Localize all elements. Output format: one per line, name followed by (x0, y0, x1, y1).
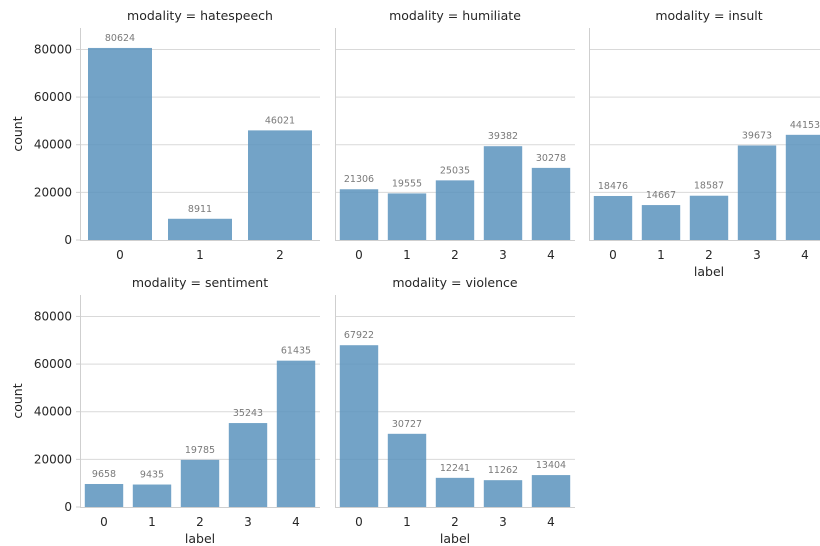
panel-2-bar (531, 167, 571, 240)
panel-5-bar-value-label: 67922 (344, 330, 374, 341)
panel-4-ytick-label: 40000 (34, 405, 72, 419)
panel-3-xtick-label: 0 (609, 248, 617, 262)
panel-3-bar (641, 205, 681, 240)
panel-4-title: modality = sentiment (132, 275, 268, 290)
panel-1-title: modality = hatespeech (127, 8, 273, 23)
panel-3-xtick-label: 2 (705, 248, 713, 262)
panel-5-title: modality = violence (392, 275, 518, 290)
panel-5-xtick-label: 2 (451, 515, 459, 529)
panel-4-bar (132, 484, 172, 507)
panel-4-bar (276, 360, 316, 507)
panel-4-xtick-label: 1 (148, 515, 156, 529)
panel-1-ylabel: count (10, 116, 25, 151)
panel-5-bar (531, 475, 571, 507)
panel-1-bar (168, 218, 232, 240)
panel-4-ytick-label: 20000 (34, 452, 72, 466)
panel-5-xtick-label: 1 (403, 515, 411, 529)
panel-3-xtick-label: 4 (801, 248, 809, 262)
panel-2-bar-value-label: 21306 (344, 174, 374, 185)
panel-2-xtick-label: 4 (547, 248, 555, 262)
panel-3-bar (785, 134, 820, 240)
panel-5-bar (435, 477, 475, 507)
panel-2-bar (339, 189, 379, 240)
panel-2-bar-value-label: 19555 (392, 178, 422, 189)
panel-2-title: modality = humiliate (389, 8, 521, 23)
panel-5-bar-value-label: 30727 (392, 419, 422, 430)
panel-2-xtick-label: 0 (355, 248, 363, 262)
panel-3-bar-value-label: 44153 (790, 120, 820, 131)
panel-5-bar (387, 433, 427, 507)
panel-5-bar-value-label: 12241 (440, 463, 470, 474)
panel-3-bar-value-label: 14667 (646, 190, 676, 201)
panel-4-xtick-label: 4 (292, 515, 300, 529)
panel-1-bar-value-label: 8911 (188, 204, 212, 215)
panel-3-bar (593, 195, 633, 240)
panel-1-ytick-label: 60000 (34, 90, 72, 104)
panel-5-xlabel: label (440, 531, 470, 546)
panel-4-bar-value-label: 9658 (92, 469, 116, 480)
panel-2-bar-value-label: 30278 (536, 153, 566, 164)
panel-1-ytick-label: 20000 (34, 185, 72, 199)
panel-4-ytick-label: 60000 (34, 357, 72, 371)
panel-2-xtick-label: 2 (451, 248, 459, 262)
panel-1-bar (248, 130, 312, 240)
panel-4-ylabel: count (10, 383, 25, 418)
panel-4-ytick-label: 80000 (34, 309, 72, 323)
panel-2-bar (435, 180, 475, 240)
panel-4-bar-value-label: 61435 (281, 346, 311, 357)
panel-4-xtick-label: 0 (100, 515, 108, 529)
panel-1-bar (88, 47, 152, 241)
panel-1-bar-value-label: 80624 (105, 33, 135, 44)
panel-3-xtick-label: 3 (753, 248, 761, 262)
panel-2-bar (483, 146, 523, 240)
panel-1-ytick-label: 0 (64, 233, 72, 247)
panel-4-ytick-label: 0 (64, 500, 72, 514)
panel-5-bar (483, 480, 523, 507)
panel-5-xtick-label: 0 (355, 515, 363, 529)
panel-4-bar (228, 423, 268, 507)
panel-2-bar-value-label: 39382 (488, 131, 518, 142)
panel-3-xlabel: label (694, 264, 724, 279)
panel-4-xtick-label: 3 (244, 515, 252, 529)
panel-5-bar (339, 345, 379, 507)
panel-2-bar-value-label: 25035 (440, 165, 470, 176)
panel-2-xtick-label: 3 (499, 248, 507, 262)
panel-4-xtick-label: 2 (196, 515, 204, 529)
panel-3-bar-value-label: 18587 (694, 181, 724, 192)
panel-4-xlabel: label (185, 531, 215, 546)
panel-3-xtick-label: 1 (657, 248, 665, 262)
panel-4-bar-value-label: 19785 (185, 445, 215, 456)
panel-3-bar (737, 145, 777, 240)
panel-5-xtick-label: 3 (499, 515, 507, 529)
panel-3-bar-value-label: 39673 (742, 130, 772, 141)
panel-1-xtick-label: 0 (116, 248, 124, 262)
panel-4-bar (84, 483, 124, 507)
panel-1-ytick-label: 40000 (34, 138, 72, 152)
panel-4-bar-value-label: 35243 (233, 408, 263, 419)
panel-1-ytick-label: 80000 (34, 42, 72, 56)
panel-1-xtick-label: 2 (276, 248, 284, 262)
panel-3-bar (689, 195, 729, 240)
panel-2-xtick-label: 1 (403, 248, 411, 262)
panel-2-bar (387, 193, 427, 240)
panel-5-bar-value-label: 13404 (536, 460, 566, 471)
panel-5-bar-value-label: 11262 (488, 465, 518, 476)
panel-4-bar (180, 459, 220, 507)
panel-4-bar-value-label: 9435 (140, 470, 164, 481)
panel-3-title: modality = insult (655, 8, 762, 23)
panel-3-bar-value-label: 18476 (598, 181, 628, 192)
panel-1-xtick-label: 1 (196, 248, 204, 262)
panel-5-xtick-label: 4 (547, 515, 555, 529)
panel-1-bar-value-label: 46021 (265, 115, 295, 126)
